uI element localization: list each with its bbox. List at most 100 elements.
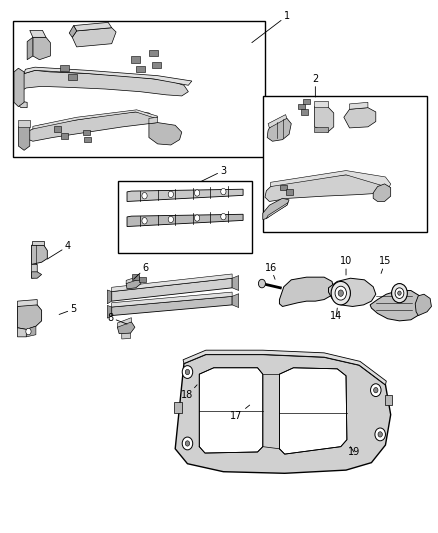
Polygon shape bbox=[107, 305, 112, 318]
Circle shape bbox=[185, 369, 190, 375]
Circle shape bbox=[221, 188, 226, 195]
Polygon shape bbox=[136, 66, 145, 72]
Polygon shape bbox=[265, 175, 389, 201]
Bar bbox=[263, 96, 427, 232]
Polygon shape bbox=[385, 395, 392, 405]
Polygon shape bbox=[32, 272, 42, 278]
Polygon shape bbox=[61, 133, 68, 139]
Circle shape bbox=[392, 284, 407, 303]
Polygon shape bbox=[27, 37, 33, 60]
Polygon shape bbox=[18, 120, 30, 127]
Polygon shape bbox=[328, 278, 376, 306]
Text: 5: 5 bbox=[59, 304, 77, 314]
Text: 4: 4 bbox=[47, 241, 71, 259]
Polygon shape bbox=[344, 108, 376, 128]
Polygon shape bbox=[267, 118, 291, 141]
Polygon shape bbox=[149, 123, 182, 145]
Polygon shape bbox=[266, 203, 288, 219]
Polygon shape bbox=[74, 22, 112, 31]
Polygon shape bbox=[83, 130, 90, 135]
Polygon shape bbox=[18, 300, 37, 306]
Polygon shape bbox=[127, 189, 243, 201]
Polygon shape bbox=[68, 74, 77, 80]
Polygon shape bbox=[60, 65, 69, 71]
Polygon shape bbox=[112, 296, 232, 316]
Text: 17: 17 bbox=[230, 405, 250, 421]
Circle shape bbox=[371, 384, 381, 397]
Polygon shape bbox=[175, 354, 391, 473]
Polygon shape bbox=[370, 290, 424, 321]
Polygon shape bbox=[314, 127, 328, 132]
Polygon shape bbox=[54, 126, 61, 132]
Polygon shape bbox=[18, 304, 42, 329]
Polygon shape bbox=[84, 137, 91, 142]
Polygon shape bbox=[122, 333, 131, 339]
Polygon shape bbox=[279, 368, 347, 454]
Polygon shape bbox=[183, 350, 386, 385]
Polygon shape bbox=[232, 276, 239, 290]
Text: 2: 2 bbox=[312, 74, 318, 97]
Polygon shape bbox=[263, 198, 289, 220]
Circle shape bbox=[185, 441, 190, 446]
Polygon shape bbox=[112, 274, 232, 292]
Polygon shape bbox=[26, 326, 36, 337]
Polygon shape bbox=[18, 124, 30, 150]
Bar bbox=[13, 21, 265, 157]
Text: 19: 19 bbox=[348, 447, 360, 457]
Text: 10: 10 bbox=[340, 256, 352, 275]
Polygon shape bbox=[112, 278, 232, 301]
Polygon shape bbox=[280, 185, 287, 190]
Text: 8: 8 bbox=[107, 313, 127, 324]
Circle shape bbox=[331, 281, 350, 305]
Circle shape bbox=[182, 437, 193, 450]
Polygon shape bbox=[350, 102, 368, 109]
Polygon shape bbox=[298, 104, 305, 109]
Polygon shape bbox=[26, 112, 155, 141]
Polygon shape bbox=[107, 290, 112, 304]
Circle shape bbox=[338, 290, 343, 296]
Circle shape bbox=[194, 190, 200, 196]
Polygon shape bbox=[174, 402, 182, 413]
Circle shape bbox=[168, 216, 173, 223]
Circle shape bbox=[26, 328, 31, 335]
Polygon shape bbox=[232, 294, 239, 308]
Circle shape bbox=[168, 191, 173, 198]
Circle shape bbox=[335, 286, 346, 300]
Polygon shape bbox=[126, 279, 141, 289]
Polygon shape bbox=[301, 109, 308, 115]
Circle shape bbox=[374, 387, 378, 393]
Text: 6: 6 bbox=[134, 263, 149, 279]
Polygon shape bbox=[199, 368, 263, 453]
Bar bbox=[118, 181, 252, 253]
Polygon shape bbox=[14, 70, 188, 108]
Circle shape bbox=[194, 215, 200, 221]
Polygon shape bbox=[33, 37, 50, 60]
Circle shape bbox=[142, 217, 147, 224]
Circle shape bbox=[395, 288, 404, 298]
Polygon shape bbox=[18, 328, 26, 337]
Text: 14: 14 bbox=[330, 308, 343, 320]
Polygon shape bbox=[117, 322, 135, 334]
Polygon shape bbox=[14, 68, 24, 107]
Polygon shape bbox=[126, 276, 139, 284]
Circle shape bbox=[378, 432, 382, 437]
Text: 3: 3 bbox=[201, 166, 226, 181]
Polygon shape bbox=[32, 264, 37, 278]
Text: 1: 1 bbox=[252, 11, 290, 43]
Polygon shape bbox=[117, 318, 131, 327]
Polygon shape bbox=[149, 117, 158, 124]
Polygon shape bbox=[69, 26, 77, 37]
Text: 16: 16 bbox=[265, 263, 277, 279]
Circle shape bbox=[142, 192, 147, 199]
Polygon shape bbox=[152, 62, 161, 68]
Text: 18: 18 bbox=[181, 385, 197, 400]
Polygon shape bbox=[131, 56, 140, 63]
Polygon shape bbox=[415, 294, 431, 316]
Polygon shape bbox=[32, 241, 44, 245]
Circle shape bbox=[221, 213, 226, 220]
Polygon shape bbox=[24, 67, 192, 85]
Polygon shape bbox=[303, 99, 310, 104]
Circle shape bbox=[258, 279, 265, 288]
Polygon shape bbox=[139, 277, 146, 282]
Circle shape bbox=[375, 428, 385, 441]
